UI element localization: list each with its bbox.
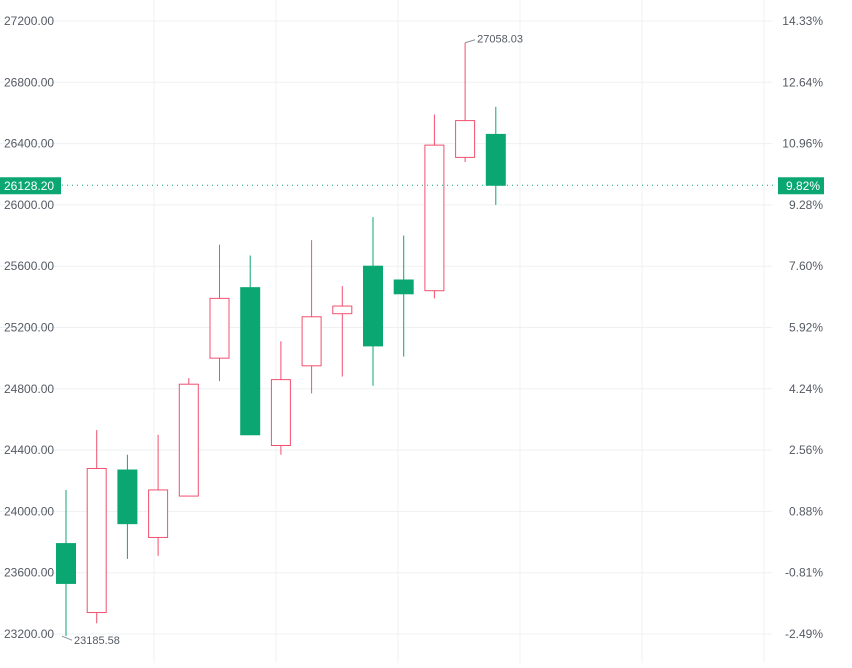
y-axis-tick-label: 27200.00 bbox=[4, 14, 54, 28]
candle bbox=[332, 286, 353, 377]
candle bbox=[56, 489, 76, 637]
candle-body bbox=[485, 133, 506, 186]
y-axis-tick-label: 24400.00 bbox=[4, 443, 54, 457]
candle-body bbox=[86, 467, 107, 614]
low-annotation-leader bbox=[61, 635, 73, 641]
candle-body bbox=[455, 120, 476, 158]
candle bbox=[301, 240, 322, 394]
percent-axis-tick-label: 12.64% bbox=[782, 75, 823, 89]
y-axis-tick-label: 26400.00 bbox=[4, 137, 54, 151]
candle bbox=[117, 454, 138, 559]
y-axis-tick-label: 24000.00 bbox=[4, 504, 54, 518]
y-axis-tick-label: 23600.00 bbox=[4, 566, 54, 580]
candle bbox=[86, 430, 107, 624]
y-axis-tick-label: 25600.00 bbox=[4, 259, 54, 273]
overlays: 26128.20 9.82% 27058.03 23185.58 bbox=[0, 33, 824, 647]
candle bbox=[270, 341, 291, 455]
percent-axis-tick-label: 0.88% bbox=[789, 504, 823, 518]
current-percent-label: 9.82% bbox=[786, 179, 820, 193]
percent-axis-tick-label: 2.56% bbox=[789, 443, 823, 457]
candles bbox=[56, 42, 506, 637]
percent-axis-tick-label: -2.49% bbox=[785, 627, 823, 641]
y-axis-tick-label: 24800.00 bbox=[4, 382, 54, 396]
candle-body bbox=[301, 316, 322, 367]
candle-body bbox=[240, 287, 261, 436]
candle bbox=[178, 378, 199, 497]
percent-axis-tick-label: -0.81% bbox=[785, 566, 823, 580]
candle-body bbox=[209, 297, 230, 359]
percent-axis-tick-label: 7.60% bbox=[789, 259, 823, 273]
candle bbox=[363, 217, 383, 386]
candle bbox=[393, 235, 414, 357]
current-price-badge bbox=[0, 177, 61, 195]
candle bbox=[424, 114, 445, 299]
candle-body bbox=[332, 305, 353, 315]
percent-axis-tick-label: 5.92% bbox=[789, 321, 823, 335]
high-annotation-label: 27058.03 bbox=[477, 33, 523, 45]
candle bbox=[485, 106, 506, 205]
y-axis-tick-label: 25200.00 bbox=[4, 321, 54, 335]
candle bbox=[209, 244, 230, 382]
high-annotation-leader bbox=[464, 39, 476, 44]
candle-body bbox=[270, 379, 291, 447]
percent-axis-tick-label: 14.33% bbox=[782, 14, 823, 28]
percent-axis-tick-label: 4.24% bbox=[789, 382, 823, 396]
y-axis-tick-label: 26000.00 bbox=[4, 198, 54, 212]
percent-axis-tick-label: 9.28% bbox=[789, 198, 823, 212]
percent-axis-tick-label: 10.96% bbox=[782, 137, 823, 151]
low-annotation-label: 23185.58 bbox=[74, 635, 120, 647]
y-axis-tick-label: 26800.00 bbox=[4, 75, 54, 89]
current-price-label: 26128.20 bbox=[4, 179, 54, 193]
candle-body bbox=[117, 469, 138, 525]
candle-body bbox=[148, 489, 169, 538]
candle-body bbox=[56, 543, 76, 584]
candle-body bbox=[393, 279, 414, 295]
y-axis-tick-label: 23200.00 bbox=[4, 627, 54, 641]
candle bbox=[240, 255, 261, 436]
candle bbox=[148, 434, 169, 556]
grid bbox=[0, 0, 772, 663]
candle bbox=[455, 42, 476, 162]
candle-body bbox=[363, 265, 383, 347]
candle-body bbox=[424, 144, 445, 292]
current-percent-badge bbox=[778, 177, 824, 195]
axes: 27200.00 14.33% 26800.00 12.64% 26400.00 10.9… bbox=[4, 14, 823, 641]
candle-body bbox=[178, 383, 199, 497]
